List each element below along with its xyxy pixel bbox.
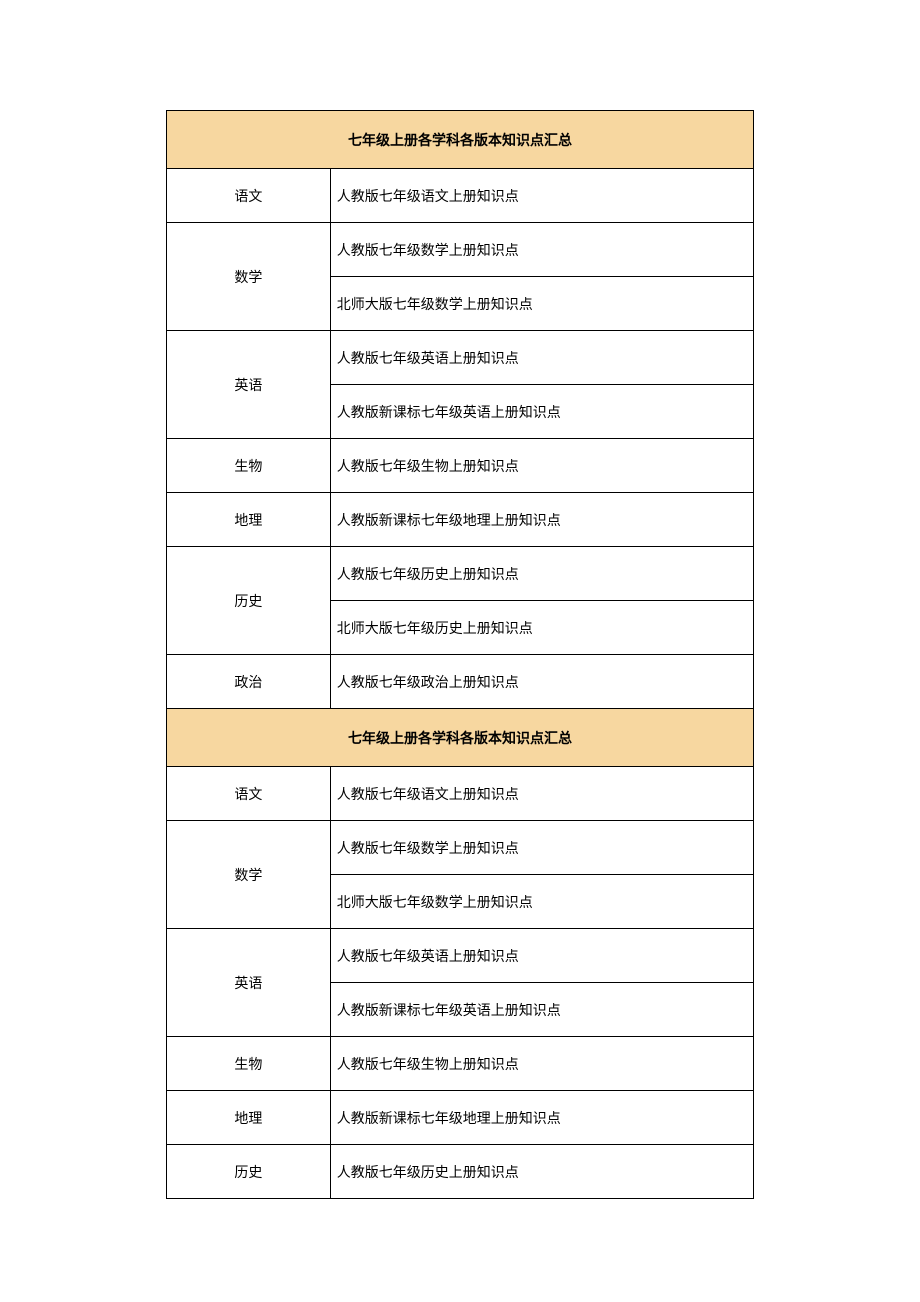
subject-cell: 生物 (167, 439, 331, 493)
content-cell: 人教版七年级生物上册知识点 (330, 439, 753, 493)
content-cell: 人教版七年级历史上册知识点 (330, 547, 753, 601)
content-cell: 北师大版七年级历史上册知识点 (330, 601, 753, 655)
subject-cell: 数学 (167, 223, 331, 331)
subject-cell: 政治 (167, 655, 331, 709)
table-row: 地理 人教版新课标七年级地理上册知识点 (167, 1091, 754, 1145)
table-row: 生物 人教版七年级生物上册知识点 (167, 439, 754, 493)
section-title: 七年级上册各学科各版本知识点汇总 (167, 709, 754, 767)
subject-cell: 英语 (167, 929, 331, 1037)
subject-cell: 地理 (167, 493, 331, 547)
content-cell: 人教版新课标七年级地理上册知识点 (330, 1091, 753, 1145)
subject-cell: 英语 (167, 331, 331, 439)
content-cell: 人教版新课标七年级地理上册知识点 (330, 493, 753, 547)
content-cell: 人教版七年级生物上册知识点 (330, 1037, 753, 1091)
subject-cell: 语文 (167, 169, 331, 223)
subject-cell: 历史 (167, 1145, 331, 1199)
content-cell: 北师大版七年级数学上册知识点 (330, 277, 753, 331)
table-row: 政治 人教版七年级政治上册知识点 (167, 655, 754, 709)
content-cell: 人教版七年级语文上册知识点 (330, 169, 753, 223)
table-row: 英语 人教版七年级英语上册知识点 (167, 331, 754, 385)
table-body: 七年级上册各学科各版本知识点汇总 语文 人教版七年级语文上册知识点 数学 人教版… (167, 111, 754, 1199)
content-cell: 人教版七年级英语上册知识点 (330, 331, 753, 385)
content-cell: 人教版七年级政治上册知识点 (330, 655, 753, 709)
table-container: 七年级上册各学科各版本知识点汇总 语文 人教版七年级语文上册知识点 数学 人教版… (166, 110, 754, 1199)
table-row: 语文 人教版七年级语文上册知识点 (167, 169, 754, 223)
subject-cell: 地理 (167, 1091, 331, 1145)
content-cell: 人教版新课标七年级英语上册知识点 (330, 983, 753, 1037)
content-cell: 人教版七年级英语上册知识点 (330, 929, 753, 983)
table-row: 地理 人教版新课标七年级地理上册知识点 (167, 493, 754, 547)
content-cell: 人教版七年级数学上册知识点 (330, 821, 753, 875)
subject-cell: 生物 (167, 1037, 331, 1091)
table-row: 英语 人教版七年级英语上册知识点 (167, 929, 754, 983)
section-title: 七年级上册各学科各版本知识点汇总 (167, 111, 754, 169)
table-row: 历史 人教版七年级历史上册知识点 (167, 547, 754, 601)
section-header-row: 七年级上册各学科各版本知识点汇总 (167, 111, 754, 169)
table-row: 数学 人教版七年级数学上册知识点 (167, 821, 754, 875)
table-row: 数学 人教版七年级数学上册知识点 (167, 223, 754, 277)
table-row: 生物 人教版七年级生物上册知识点 (167, 1037, 754, 1091)
content-cell: 人教版新课标七年级英语上册知识点 (330, 385, 753, 439)
table-row: 语文 人教版七年级语文上册知识点 (167, 767, 754, 821)
content-cell: 人教版七年级历史上册知识点 (330, 1145, 753, 1199)
subject-cell: 数学 (167, 821, 331, 929)
content-cell: 人教版七年级数学上册知识点 (330, 223, 753, 277)
knowledge-table: 七年级上册各学科各版本知识点汇总 语文 人教版七年级语文上册知识点 数学 人教版… (166, 110, 754, 1199)
section-header-row: 七年级上册各学科各版本知识点汇总 (167, 709, 754, 767)
table-row: 历史 人教版七年级历史上册知识点 (167, 1145, 754, 1199)
content-cell: 人教版七年级语文上册知识点 (330, 767, 753, 821)
subject-cell: 语文 (167, 767, 331, 821)
subject-cell: 历史 (167, 547, 331, 655)
content-cell: 北师大版七年级数学上册知识点 (330, 875, 753, 929)
